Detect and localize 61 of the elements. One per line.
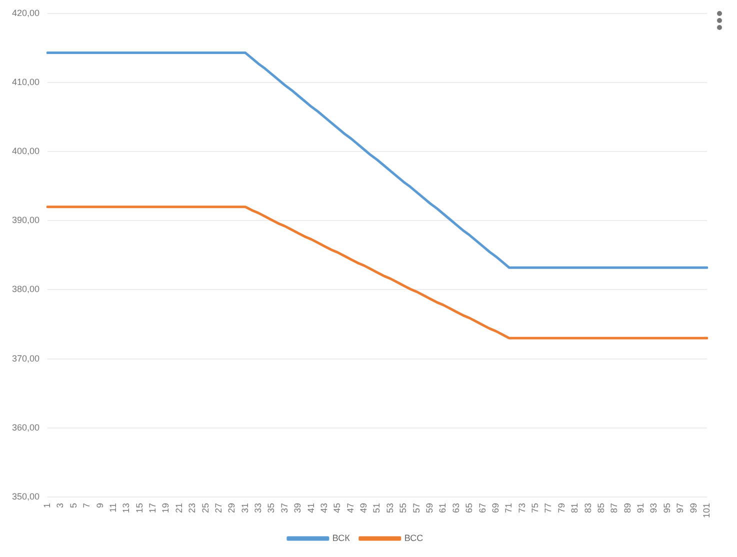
x-tick-label: 85 bbox=[596, 502, 606, 513]
x-tick-label: 71 bbox=[504, 502, 514, 513]
x-tick-label: 5 bbox=[68, 502, 78, 508]
x-tick-label: 29 bbox=[226, 502, 237, 513]
x-tick-label: 93 bbox=[648, 502, 659, 513]
x-tick-label: 25 bbox=[200, 502, 210, 513]
x-tick-label: 73 bbox=[516, 502, 527, 513]
x-tick-label: 37 bbox=[279, 502, 290, 513]
x-tick-label: 41 bbox=[306, 502, 316, 513]
x-tick-label: 51 bbox=[372, 502, 382, 513]
x-tick-label: 23 bbox=[187, 502, 198, 513]
x-tick-label: 83 bbox=[582, 502, 593, 513]
x-tick-label: 99 bbox=[688, 502, 698, 513]
x-tick-label: 45 bbox=[332, 502, 342, 513]
x-tick-label: 91 bbox=[636, 502, 646, 513]
x-tick-label: 55 bbox=[398, 502, 408, 513]
x-tick-label: 79 bbox=[556, 502, 566, 513]
x-tick-label: 69 bbox=[490, 502, 500, 513]
x-tick-label: 63 bbox=[450, 502, 461, 513]
y-tick-label: 380,00 bbox=[12, 284, 40, 294]
x-tick-label: 97 bbox=[675, 502, 686, 513]
y-tick-label: 420,00 bbox=[12, 8, 40, 18]
x-tick-label: 53 bbox=[384, 502, 395, 513]
x-tick-label: 15 bbox=[134, 502, 144, 513]
x-tick-label: 89 bbox=[622, 502, 632, 513]
x-tick-label: 17 bbox=[148, 502, 158, 513]
x-tick-label: 19 bbox=[160, 502, 171, 513]
x-tick-label: 61 bbox=[438, 502, 448, 513]
x-tick-label: 21 bbox=[174, 502, 184, 513]
y-tick-label: 350,00 bbox=[12, 491, 40, 502]
x-tick-label: 95 bbox=[662, 502, 672, 513]
x-tick-label: 31 bbox=[240, 502, 250, 513]
y-tick-label: 390,00 bbox=[12, 215, 40, 226]
x-tick-label: 47 bbox=[345, 502, 356, 513]
x-tick-label: 43 bbox=[318, 502, 329, 513]
x-tick-label: 35 bbox=[266, 502, 276, 513]
y-tick-label: 410,00 bbox=[12, 76, 40, 87]
x-tick-label: 13 bbox=[121, 502, 132, 513]
x-tick-label: 57 bbox=[411, 502, 422, 513]
x-tick-label: 33 bbox=[253, 502, 264, 513]
legend-label: ВСК bbox=[332, 532, 351, 543]
x-tick-label: 27 bbox=[213, 502, 224, 513]
x-tick-label: 39 bbox=[292, 502, 303, 513]
x-tick-label: 11 bbox=[108, 502, 118, 512]
legend-label: ВСС bbox=[404, 532, 424, 543]
x-tick-label: 7 bbox=[82, 502, 92, 508]
y-tick-label: 400,00 bbox=[12, 146, 40, 156]
x-tick-label: 3 bbox=[55, 502, 66, 508]
x-tick-label: 77 bbox=[543, 502, 554, 513]
x-tick-label: 59 bbox=[424, 502, 435, 513]
x-tick-label: 67 bbox=[477, 502, 488, 513]
x-tick-label: 101 bbox=[701, 502, 712, 518]
x-tick-label: 65 bbox=[464, 502, 474, 513]
y-tick-label: 370,00 bbox=[12, 353, 40, 364]
x-tick-label: 1 bbox=[42, 502, 52, 508]
x-tick-label: 75 bbox=[530, 502, 540, 513]
x-tick-label: 87 bbox=[609, 502, 620, 513]
x-tick-label: 49 bbox=[358, 502, 369, 513]
y-tick-label: 360,00 bbox=[12, 422, 40, 432]
x-tick-label: 9 bbox=[94, 502, 105, 508]
x-tick-label: 81 bbox=[570, 502, 580, 513]
